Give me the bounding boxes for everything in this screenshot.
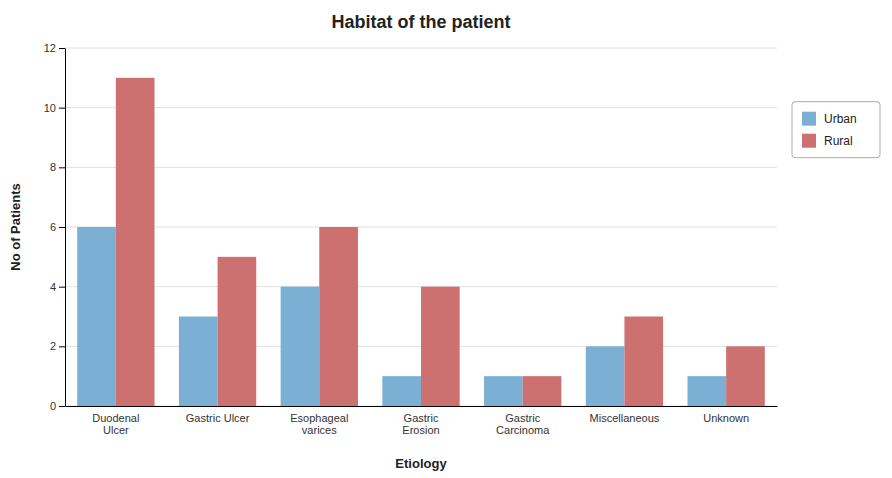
y-tick-label: 0 — [50, 400, 56, 412]
legend-swatch — [802, 134, 816, 148]
series-bars — [116, 78, 765, 406]
x-axis-line — [66, 406, 778, 407]
legend-item: Rural — [802, 134, 853, 148]
x-tick-label: GastricErosion — [402, 412, 439, 437]
legend-label: Urban — [824, 112, 857, 126]
x-tick-label: Gastric Ulcer — [186, 412, 250, 424]
grid-line — [65, 48, 777, 49]
x-tick-label-line: Esophageal — [290, 412, 348, 424]
x-tick-label-line: Miscellaneous — [590, 412, 660, 424]
x-axis: DuodenalUlcer Gastric Ulcer Esophagealvari… — [66, 407, 778, 437]
x-tick-label: Miscellaneous — [590, 412, 660, 424]
grid-line — [65, 107, 777, 108]
y-axis-title: No of Patients — [8, 183, 23, 270]
grid-line — [65, 227, 777, 228]
y-axis: 0 2 4 6 8 10 12 — [44, 42, 66, 412]
bar — [77, 227, 116, 406]
y-tick-label: 4 — [50, 281, 56, 293]
y-tick: 0 — [50, 400, 65, 412]
x-tick-label: DuodenalUlcer — [92, 412, 139, 437]
y-tick-mark — [59, 167, 65, 168]
y-tick: 10 — [44, 102, 65, 114]
x-tick-label-line: varices — [302, 424, 337, 436]
x-tick-label-line: Unknown — [703, 412, 749, 424]
y-tick-label: 10 — [44, 102, 56, 114]
y-tick: 12 — [44, 42, 65, 54]
legend-frame — [792, 102, 880, 158]
x-tick-label-line: Duodenal — [92, 412, 139, 424]
legend: Urban Rural — [792, 102, 880, 158]
y-axis-line — [65, 49, 66, 407]
x-tick: Miscellaneous — [590, 412, 660, 424]
bar — [586, 346, 625, 406]
x-tick-label: Unknown — [703, 412, 749, 424]
grid — [65, 48, 777, 406]
y-tick: 2 — [50, 340, 65, 352]
bars — [77, 78, 765, 406]
y-tick-label: 8 — [50, 161, 56, 173]
y-tick-label: 2 — [50, 340, 56, 352]
y-tick-mark — [59, 406, 65, 407]
legend-item: Urban — [802, 112, 857, 126]
series-bars — [77, 227, 726, 406]
legend-label: Rural — [824, 134, 853, 148]
x-tick-label: Esophagealvarices — [290, 412, 348, 437]
y-tick-mark — [59, 108, 65, 109]
y-tick-label: 6 — [50, 221, 56, 233]
bar — [726, 346, 765, 406]
bar — [421, 287, 460, 406]
y-tick: 8 — [50, 161, 65, 173]
bar — [687, 376, 726, 406]
grid-line — [65, 167, 777, 168]
x-tick-label-line: Carcinoma — [496, 424, 550, 436]
y-tick-mark — [59, 346, 65, 347]
x-tick: Unknown — [703, 412, 749, 424]
bar — [116, 78, 155, 406]
x-tick: Gastric Ulcer — [186, 412, 250, 424]
x-tick-label-line: Ulcer — [103, 424, 129, 436]
x-tick-label-line: Gastric — [505, 412, 540, 424]
plot: DuodenalUlcer Gastric Ulcer Esophagealvari… — [44, 42, 778, 436]
x-tick-label-line: Gastric — [404, 412, 439, 424]
legend-swatch — [802, 112, 816, 126]
bar — [382, 376, 421, 406]
y-tick-mark — [59, 48, 65, 49]
y-tick: 6 — [50, 221, 65, 233]
bar — [179, 317, 218, 407]
y-tick-mark — [59, 287, 65, 288]
bar — [484, 376, 523, 406]
x-tick-label-line: Gastric Ulcer — [186, 412, 250, 424]
x-tick-label-line: Erosion — [402, 424, 439, 436]
x-tick-label: GastricCarcinoma — [496, 412, 550, 437]
x-tick: DuodenalUlcer — [92, 412, 139, 437]
title: Habitat of the patient — [332, 12, 511, 32]
bar — [523, 376, 562, 406]
x-tick: GastricCarcinoma — [496, 412, 550, 437]
y-tick: 4 — [50, 281, 65, 293]
bar — [218, 257, 257, 406]
x-tick: Esophagealvarices — [290, 412, 348, 437]
y-tick-label: 12 — [44, 42, 56, 54]
chart: DuodenalUlcer Gastric Ulcer Esophagealvari… — [0, 0, 892, 478]
y-tick-mark — [59, 227, 65, 228]
bar — [281, 287, 320, 406]
x-tick: GastricErosion — [402, 412, 439, 437]
x-axis-title: Etiology — [395, 456, 447, 471]
bar — [624, 317, 663, 407]
bar — [319, 227, 358, 406]
